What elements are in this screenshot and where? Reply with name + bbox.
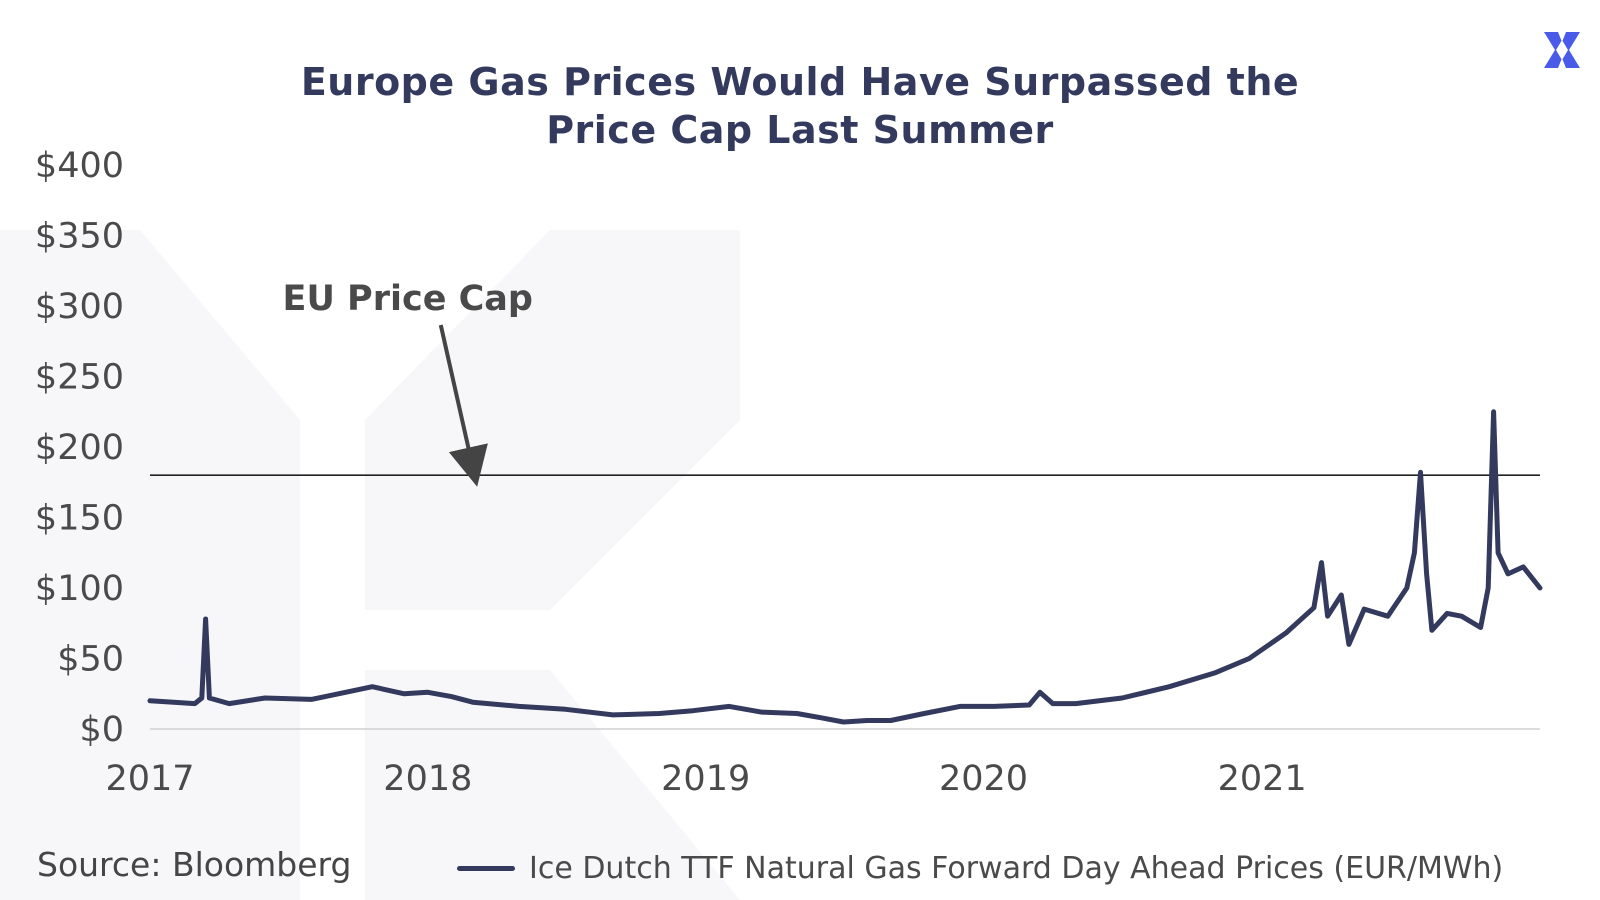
y-tick-label: $200 — [35, 428, 124, 468]
x-tick-label: 2018 — [383, 759, 472, 799]
watermark-shape-bottom — [365, 670, 740, 900]
chart-title-line-1: Europe Gas Prices Would Have Surpassed t… — [300, 60, 1300, 104]
watermark-shape-left — [0, 230, 300, 900]
price-cap-annotation-arrow — [438, 324, 488, 487]
legend: Ice Dutch TTF Natural Gas Forward Day Ah… — [457, 848, 1503, 888]
watermark-shape-center — [365, 230, 740, 610]
legend-label: Ice Dutch TTF Natural Gas Forward Day Ah… — [529, 850, 1504, 886]
x-tick-label: 2021 — [1218, 759, 1307, 799]
legend-swatch — [457, 865, 515, 871]
y-tick-label: $400 — [35, 146, 124, 186]
x-tick-label: 2019 — [661, 759, 750, 799]
y-tick-label: $0 — [79, 710, 124, 750]
y-tick-label: $100 — [35, 569, 124, 609]
y-tick-label: $300 — [35, 287, 124, 327]
chart-title-line-2: Price Cap Last Summer — [546, 108, 1054, 152]
y-tick-label: $250 — [35, 358, 124, 398]
x-logo-icon — [1544, 32, 1580, 68]
y-tick-label: $50 — [57, 640, 124, 680]
y-tick-label: $150 — [35, 499, 124, 539]
background-watermark — [0, 230, 740, 900]
x-tick-label: 2017 — [105, 759, 194, 799]
x-tick-label: 2020 — [939, 759, 1028, 799]
y-tick-label: $350 — [35, 217, 124, 257]
series-line — [147, 409, 1543, 725]
source-note: Source: Bloomberg — [37, 845, 352, 884]
price-cap-annotation-label: EU Price Cap — [283, 279, 533, 319]
